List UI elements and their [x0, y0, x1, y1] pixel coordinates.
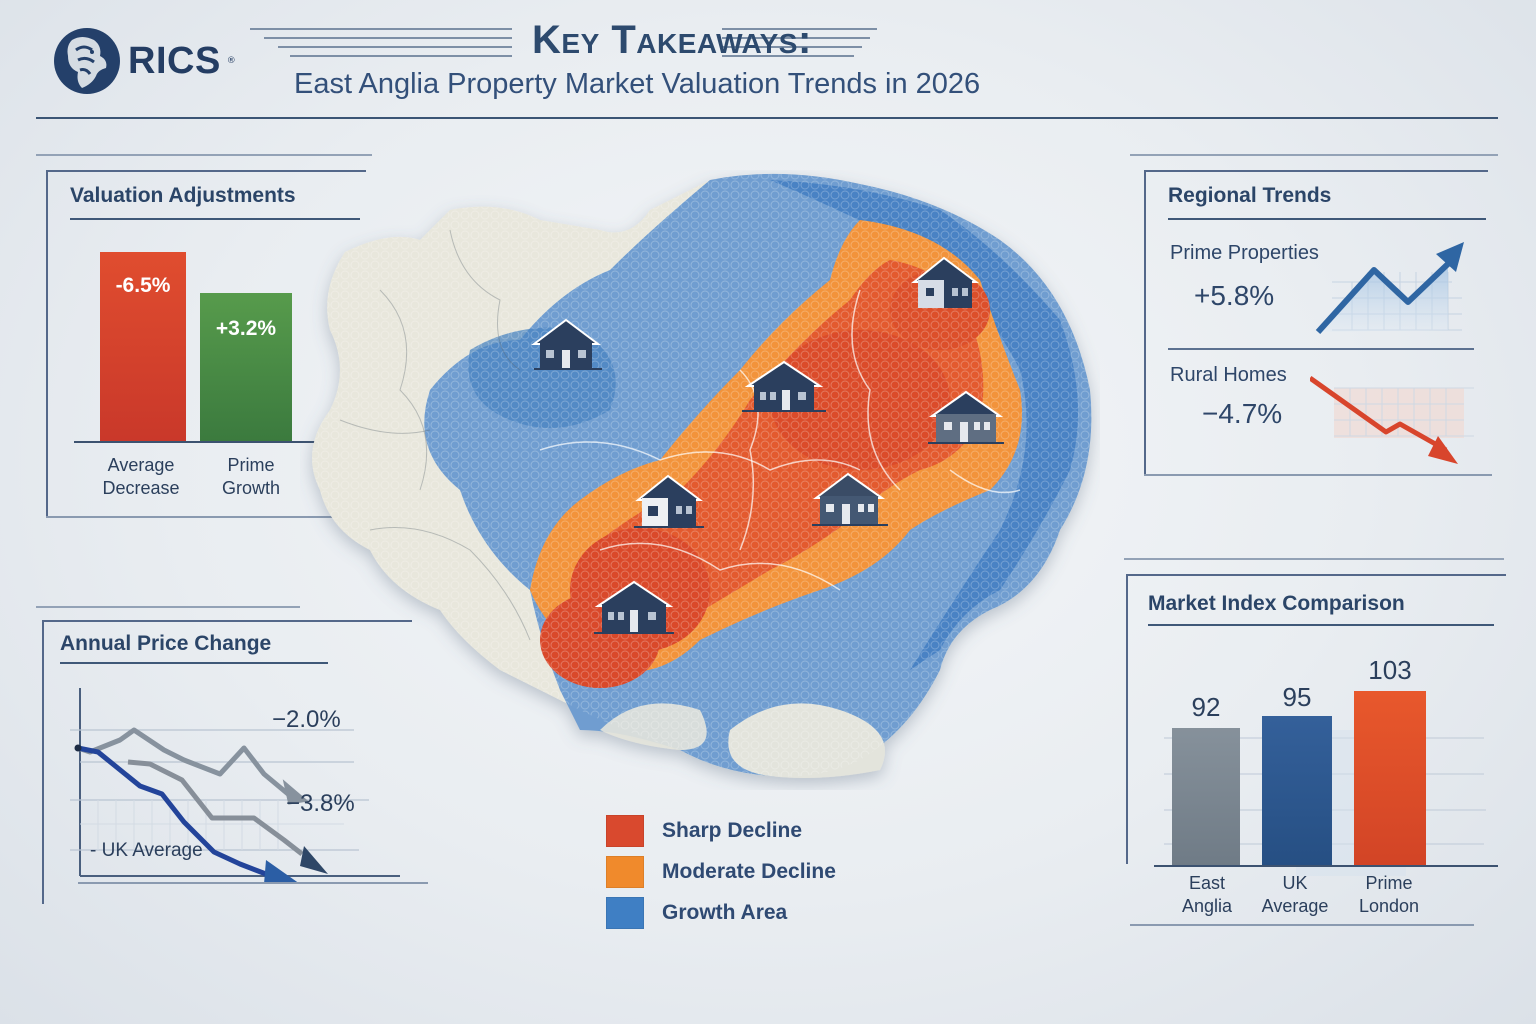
annotation-minus-2-0: −2.0%: [272, 706, 341, 733]
bar-uk-average: 95: [1262, 682, 1332, 866]
title-decoration-right: [722, 28, 877, 57]
trend-divider: [1168, 348, 1474, 350]
legend-item-growth-area: Growth Area: [606, 892, 836, 933]
panel-title: Annual Price Change: [60, 632, 272, 655]
legend-item-moderate-decline: Moderate Decline: [606, 851, 836, 892]
panel-top-rule: [36, 154, 372, 156]
panel-title-rule: [70, 218, 360, 220]
x-axis: [74, 441, 324, 443]
panel-top-rule: [36, 606, 300, 608]
legend-label: Growth Area: [662, 900, 788, 924]
market-index-panel: Market Index Comparison 92 95 103 East An…: [1126, 574, 1506, 916]
bar-east-anglia: 92: [1172, 692, 1240, 866]
bar-prime-london: 103: [1354, 655, 1426, 866]
panel-bottom-rule: [1144, 474, 1492, 476]
legend-label: Moderate Decline: [662, 859, 836, 883]
bar-prime-growth: +3.2%: [200, 293, 292, 442]
panel-title: Valuation Adjustments: [70, 184, 296, 207]
panel-top-rule: [1124, 558, 1504, 560]
legend-swatch: [606, 896, 644, 929]
panel-bottom-rule: [46, 516, 336, 518]
index-bars: 92 95 103: [1172, 636, 1432, 866]
panel-title: Market Index Comparison: [1148, 592, 1405, 615]
trend-value-prime: +5.8%: [1194, 280, 1275, 311]
legend-item-sharp-decline: Sharp Decline: [606, 810, 836, 851]
legend-swatch: [606, 814, 644, 847]
map-legend: Sharp Decline Moderate Decline Growth Ar…: [606, 810, 836, 933]
panel-bottom-rule: [78, 882, 428, 884]
panel-title-rule: [1168, 218, 1486, 220]
valuation-adjustments-panel: Valuation Adjustments -6.5% +3.2% Averag…: [46, 170, 366, 516]
registered-mark: ®: [226, 56, 236, 66]
x-axis: [1154, 865, 1498, 867]
house-markers: [531, 256, 1004, 634]
title-decoration-left: [250, 28, 512, 57]
bar-value: 95: [1282, 682, 1312, 712]
page-title-wrap: Key Takeaways:: [532, 18, 992, 63]
category-label: East Anglia: [1181, 873, 1233, 916]
page-subtitle: East Anglia Property Market Valuation Tr…: [294, 68, 981, 100]
page-title: Key Takeaways:: [532, 18, 812, 62]
bar-value: 92: [1191, 692, 1221, 722]
rics-logo: RICS ®: [52, 26, 236, 96]
valuation-bars: -6.5% +3.2%: [100, 250, 300, 442]
category-label: Prime London: [1358, 873, 1420, 916]
lion-emblem-icon: [54, 28, 120, 94]
logo-text: RICS: [128, 39, 221, 82]
header-divider: [36, 117, 1498, 119]
bar-value: 103: [1368, 655, 1412, 685]
annotation-minus-3-8: −3.8%: [286, 790, 355, 817]
bar-value: +3.2%: [215, 317, 277, 340]
bar-average-decrease: -6.5%: [100, 252, 186, 442]
regional-trends-panel: Regional Trends Prime Properties +5.8% R…: [1144, 170, 1488, 474]
annual-price-change-panel: Annual Price Change −2.0% −3.8% - UK Ave…: [42, 620, 412, 904]
panel-bottom-rule: [1130, 924, 1474, 926]
category-label: Prime Growth: [221, 455, 281, 498]
prime-up-trend-icon: [1315, 242, 1464, 335]
trend-value-rural: −4.7%: [1202, 398, 1283, 429]
legend-uk-average: - UK Average: [90, 840, 203, 861]
panel-title-rule: [1148, 624, 1494, 626]
panel-title: Regional Trends: [1168, 184, 1332, 207]
category-label: Average Decrease: [102, 455, 180, 498]
trend-label-rural: Rural Homes: [1170, 364, 1287, 386]
legend-label: Sharp Decline: [662, 818, 803, 842]
panel-title-rule: [60, 662, 328, 664]
category-label: UK Average: [1261, 873, 1329, 916]
panel-top-rule: [1130, 154, 1498, 156]
trend-label-prime: Prime Properties: [1170, 242, 1319, 264]
east-anglia-heatmap: [312, 173, 1092, 778]
annual-price-line-chart: [70, 688, 400, 882]
bar-value: -6.5%: [115, 274, 171, 297]
legend-swatch: [606, 855, 644, 888]
rural-down-trend-icon: [1310, 375, 1474, 464]
